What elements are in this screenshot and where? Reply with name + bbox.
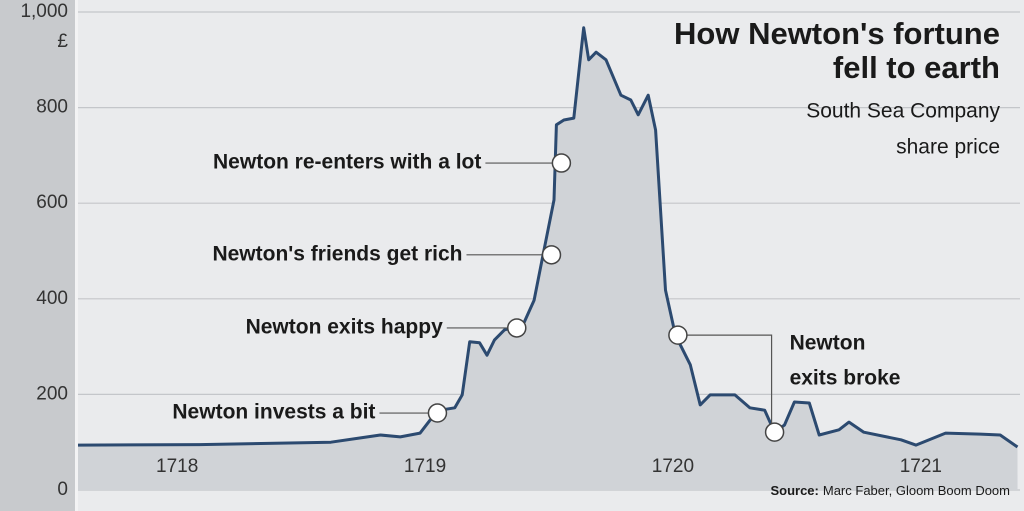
annotation: Newton's friends get rich bbox=[212, 242, 462, 265]
y-tick-label: 600 bbox=[36, 192, 68, 213]
annotation-point bbox=[551, 153, 572, 173]
annotation: Newton bbox=[790, 332, 866, 355]
chart-title: How Newton's fortune bbox=[674, 16, 1000, 51]
y-tick-label: 400 bbox=[36, 288, 68, 309]
annotation-point bbox=[541, 245, 562, 265]
x-tick-label: 1718 bbox=[156, 456, 198, 477]
annotation-point bbox=[427, 403, 448, 423]
source-label: Source: bbox=[770, 483, 818, 498]
source: Source: Marc Faber, Gloom Boom Doom bbox=[770, 483, 1010, 498]
connector bbox=[677, 334, 773, 433]
annotations: Newton invests a bit Newton exits happy Ne… bbox=[172, 151, 900, 442]
x-tick-label: 1719 bbox=[404, 456, 446, 477]
chart-subtitle: South Sea Company bbox=[806, 100, 1000, 123]
annotation-point bbox=[668, 325, 688, 345]
annotation: Newton re-enters with a lot bbox=[213, 151, 481, 174]
annotation: Newton invests a bit bbox=[172, 401, 375, 424]
y-tick-label: 0 bbox=[57, 479, 68, 500]
y-unit: £ bbox=[57, 31, 68, 52]
x-tick-label: 1720 bbox=[652, 456, 694, 477]
annotation: Newton exits happy bbox=[246, 316, 444, 339]
annotation: exits broke bbox=[790, 367, 901, 390]
chart-title: fell to earth bbox=[833, 50, 1000, 85]
annotation-point bbox=[764, 422, 785, 442]
y-tick-label: 1,000 bbox=[20, 1, 68, 22]
x-tick-label: 1721 bbox=[900, 456, 942, 477]
labels: 0 200 400 600 800 1,000 £1718 1719 1720 1721 How N… bbox=[20, 1, 1010, 500]
y-axis-band bbox=[0, 0, 75, 511]
y-tick-label: 800 bbox=[36, 97, 68, 118]
chart-subtitle: share price bbox=[896, 136, 1000, 159]
line bbox=[77, 26, 1019, 449]
source-text: Marc Faber, Gloom Boom Doom bbox=[823, 483, 1010, 498]
annotation-point bbox=[507, 318, 527, 338]
y-tick-label: 200 bbox=[36, 383, 68, 404]
